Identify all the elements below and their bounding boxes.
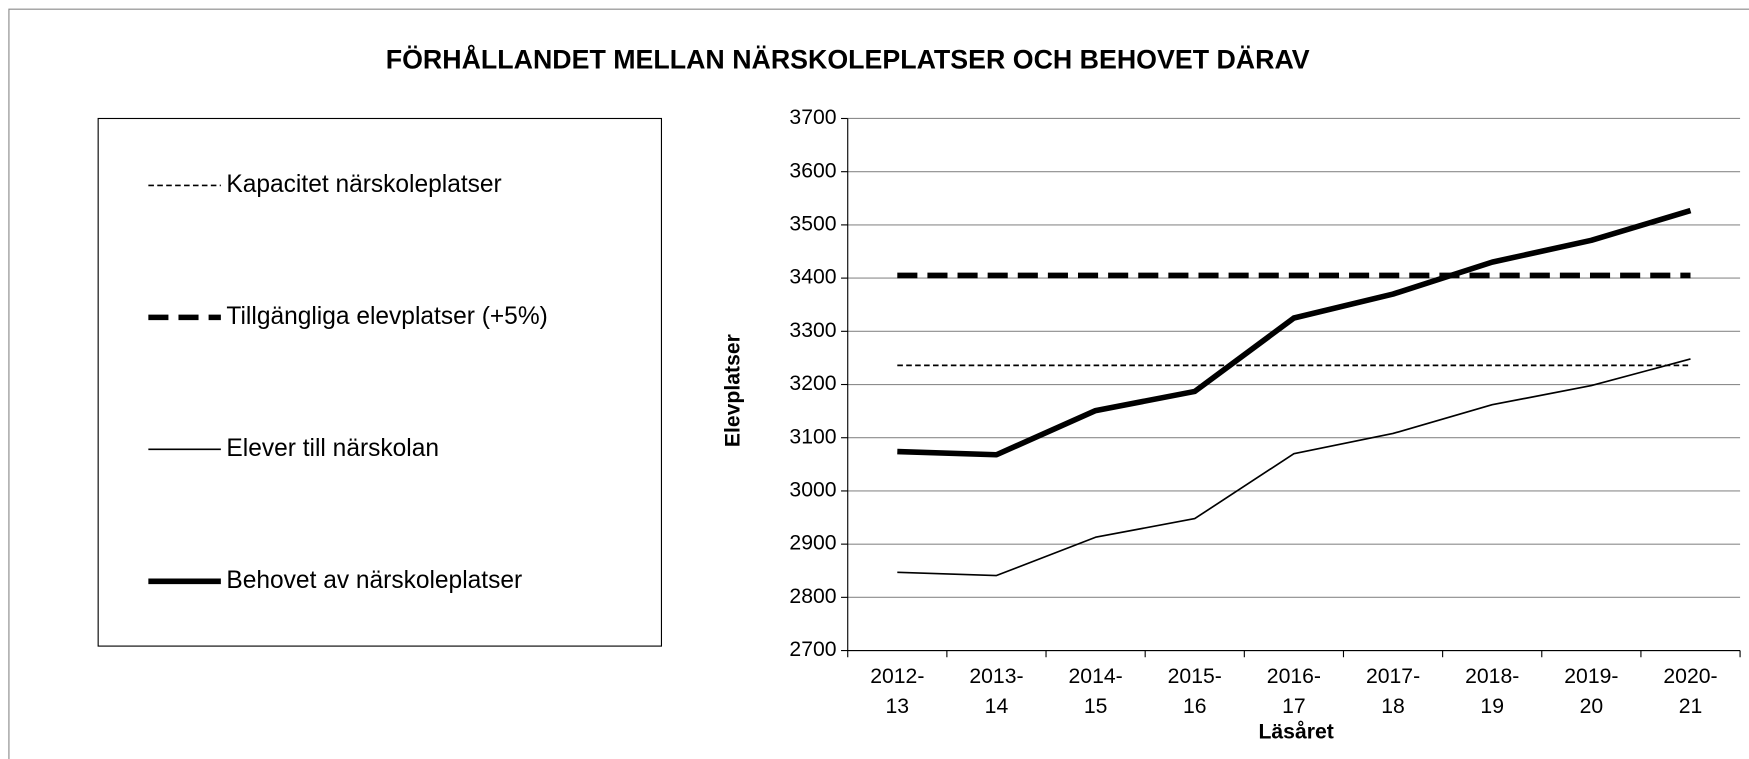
- x-tick-label-line: 2019-: [1564, 665, 1618, 688]
- x-tick-label-line: 2014-: [1069, 665, 1123, 688]
- legend-label: Behovet av närskoleplatser: [226, 567, 522, 594]
- x-tick-label-line: 21: [1679, 695, 1703, 718]
- x-tick-label: 2019- 20: [1564, 665, 1618, 718]
- legend-label: Tillgängliga elevplatser (+5%): [226, 303, 547, 330]
- x-tick-label-line: 19: [1480, 695, 1504, 718]
- y-tick-label: 3500: [789, 212, 836, 235]
- x-tick-label: 2014- 15: [1069, 665, 1123, 718]
- x-tick-label-line: 2016-: [1267, 665, 1321, 688]
- x-axis-label: Läsåret: [1258, 720, 1333, 744]
- y-tick-label: 3300: [789, 319, 836, 342]
- x-tick-label-line: 16: [1183, 695, 1207, 718]
- x-tick-label-line: 2020-: [1663, 665, 1717, 688]
- legend-label: Elever till närskolan: [226, 435, 439, 462]
- y-tick-label: 3100: [789, 425, 836, 448]
- x-tick-label-line: 2017-: [1366, 665, 1420, 688]
- x-tick-label-line: 2018-: [1465, 665, 1519, 688]
- legend-box: [97, 117, 663, 647]
- y-tick-label: 3700: [789, 106, 836, 129]
- y-tick-label: 2900: [789, 532, 836, 555]
- x-tick-label: 2013- 14: [969, 665, 1023, 718]
- x-tick-label-line: 15: [1084, 695, 1108, 718]
- y-tick-label: 3000: [789, 479, 836, 502]
- x-tick-label: 2016- 17: [1267, 665, 1321, 718]
- y-tick-label: 3200: [789, 372, 836, 395]
- x-tick-label-line: 2012-: [870, 665, 924, 688]
- x-tick-label-line: 2013-: [969, 665, 1023, 688]
- x-tick-label-line: 17: [1282, 695, 1306, 718]
- series-line: [897, 358, 1691, 577]
- x-tick-label-line: 20: [1580, 695, 1604, 718]
- y-tick-label: 3400: [789, 266, 836, 289]
- x-tick-label: 2018- 19: [1465, 665, 1519, 718]
- x-tick-label: 2015- 16: [1168, 665, 1222, 718]
- y-axis-label: Elevplatser: [722, 334, 745, 447]
- x-tick-label: 2020- 21: [1663, 665, 1717, 718]
- y-tick-label: 3600: [789, 159, 836, 182]
- x-tick-label: 2012- 13: [870, 665, 924, 718]
- y-tick-label: 2800: [789, 585, 836, 608]
- x-tick-label-line: 13: [886, 695, 910, 718]
- legend-label: Kapacitet närskoleplatser: [226, 171, 501, 198]
- x-tick-label-line: 2015-: [1168, 665, 1222, 688]
- x-tick-label: 2017- 18: [1366, 665, 1420, 718]
- x-tick-label-line: 18: [1381, 695, 1405, 718]
- chart-title: FÖRHÅLLANDET MELLAN NÄRSKOLEPLATSER OCH …: [386, 44, 1310, 75]
- series-line: [897, 207, 1692, 458]
- x-tick-label-line: 14: [985, 695, 1009, 718]
- y-tick-label: 2700: [789, 638, 836, 661]
